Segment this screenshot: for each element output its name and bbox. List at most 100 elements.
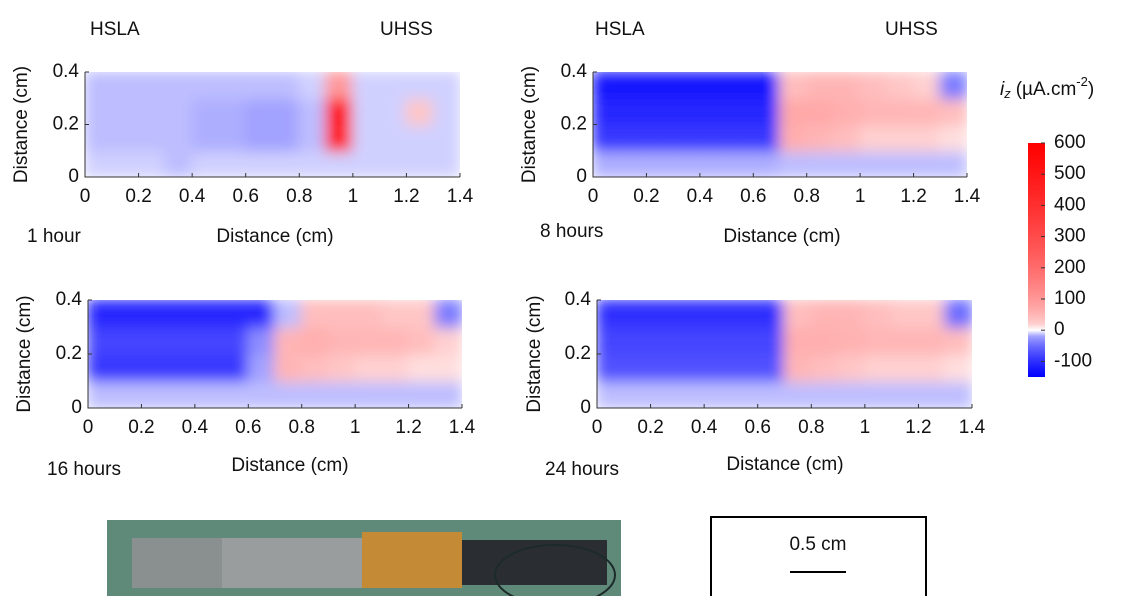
x-tick-label: 0.8 (286, 186, 312, 207)
heat-cell (699, 71, 728, 99)
heat-cell (432, 124, 461, 152)
heat-cell (757, 353, 786, 382)
colorbar-tick-label: 300 (1054, 226, 1086, 247)
heat-cell (619, 97, 648, 125)
heatmap (84, 71, 461, 178)
heat-cell (939, 71, 968, 99)
heat-cell (859, 124, 888, 152)
heat-cell (274, 380, 303, 409)
heat-cell (891, 380, 920, 409)
heat-cell (167, 380, 196, 409)
heat-cell (650, 326, 679, 355)
heat-cell (810, 380, 839, 409)
heat-cell (272, 71, 301, 99)
heat-cell (752, 124, 781, 152)
x-tick-label: 0.2 (637, 417, 663, 438)
y-tick-label: 0.4 (53, 61, 80, 82)
heat-cell (221, 380, 250, 409)
y-axis-label: Distance (cm) (519, 66, 540, 183)
heatmap-cells (87, 299, 463, 409)
x-tick-label: 0.4 (182, 417, 209, 438)
x-tick-label: 0.8 (794, 186, 820, 207)
heat-cell (650, 299, 679, 328)
colorbar-title-part: -2 (1076, 74, 1088, 89)
heat-cell (274, 299, 303, 328)
heat-cell (596, 326, 625, 355)
heat-cell (645, 97, 674, 125)
x-tick-label: 0.6 (740, 186, 766, 207)
page: {"chart_data": [ {"type": "heatmap", "le… (0, 0, 1134, 596)
heat-cell (864, 353, 893, 382)
heat-cell (408, 380, 437, 409)
heat-cell (886, 97, 915, 125)
x-tick-label: 0.8 (289, 417, 315, 438)
y-tick-label: 0.4 (565, 289, 592, 310)
heat-cell (245, 71, 274, 99)
heat-cell (352, 150, 381, 178)
y-axis-label: Distance (cm) (14, 295, 35, 412)
x-tick-label: 0.4 (179, 186, 206, 207)
heat-cell (164, 71, 193, 99)
heat-cell (245, 97, 274, 125)
heat-cell (806, 71, 835, 99)
heat-cell (913, 97, 942, 125)
heat-cell (111, 97, 140, 125)
heat-cell (408, 326, 437, 355)
heatmap (596, 299, 973, 409)
heat-cell (167, 326, 196, 355)
heat-cell (138, 97, 167, 125)
colorbar-tick-label: 0 (1054, 319, 1065, 340)
heat-cell (381, 353, 410, 382)
heat-cell (247, 326, 276, 355)
heat-cell (164, 150, 193, 178)
heat-cell (592, 97, 621, 125)
heat-cell (114, 326, 143, 355)
heat-cell (87, 380, 116, 409)
heat-cell (676, 380, 705, 409)
heat-cell (327, 326, 356, 355)
heat-cell (408, 299, 437, 328)
heat-cell (619, 150, 648, 178)
heat-cell (87, 299, 116, 328)
heat-cell (757, 326, 786, 355)
specimen-photo (107, 520, 621, 596)
heat-cell (114, 299, 143, 328)
heat-cell (432, 150, 461, 178)
heat-cell (672, 71, 701, 99)
heat-cell (138, 124, 167, 152)
heat-cell (405, 124, 434, 152)
x-tick-label: 1.4 (959, 417, 986, 438)
colorbar-tick-label: 500 (1054, 163, 1086, 184)
heat-cell (87, 353, 116, 382)
heat-cell (247, 299, 276, 328)
heat-cell (272, 124, 301, 152)
x-tick-label: 1 (350, 417, 361, 438)
heat-cell (832, 97, 861, 125)
heat-cell (913, 150, 942, 178)
heat-cell (730, 380, 759, 409)
heat-cell (944, 380, 973, 409)
heat-cell (730, 299, 759, 328)
x-axis-label: Distance (cm) (231, 455, 348, 476)
x-tick-label: 1.2 (900, 186, 926, 207)
heat-cell (327, 353, 356, 382)
heat-cell (84, 124, 113, 152)
heat-cell (703, 326, 732, 355)
heat-cell (194, 353, 223, 382)
heatmap (87, 299, 463, 409)
heat-cell (191, 71, 220, 99)
heat-cell (84, 150, 113, 178)
heat-cell (810, 299, 839, 328)
heat-cell (864, 380, 893, 409)
x-tick-label: 0 (83, 417, 94, 438)
heat-cell (325, 150, 354, 178)
heat-cell (832, 124, 861, 152)
time-caption: 16 hours (47, 459, 121, 480)
heat-cell (352, 97, 381, 125)
heat-cell (405, 150, 434, 178)
heat-cell (114, 380, 143, 409)
heat-cell (917, 380, 946, 409)
heat-cell (859, 71, 888, 99)
heat-cell (245, 124, 274, 152)
heat-cell (164, 124, 193, 152)
